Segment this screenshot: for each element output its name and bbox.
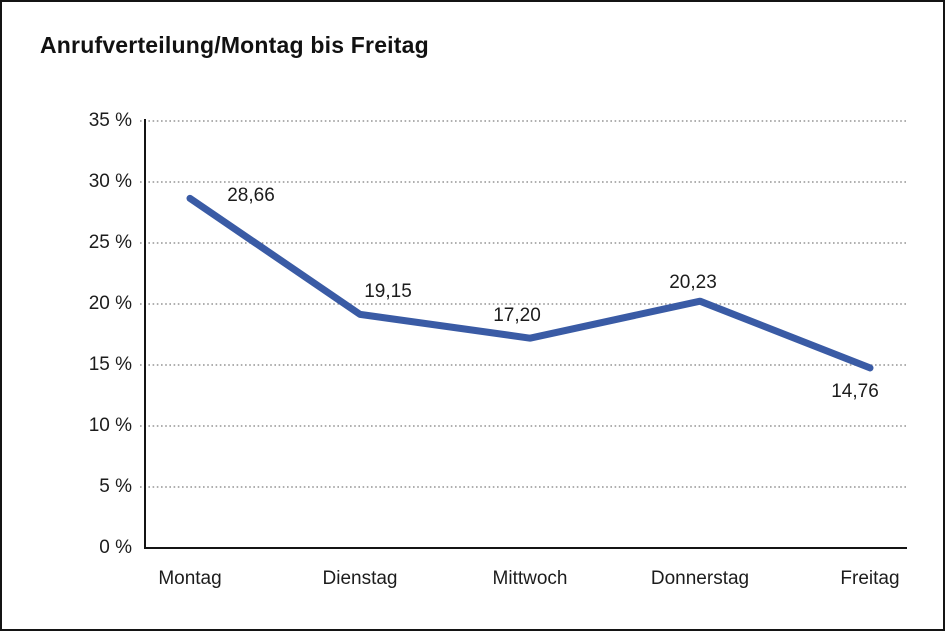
y-axis-tick-label: 35 % — [88, 110, 132, 131]
x-axis-category-label: Donnerstag — [650, 568, 750, 589]
y-axis-tick-label: 20 % — [88, 293, 132, 314]
data-point-label: 19,15 — [364, 281, 412, 303]
x-axis-category-label: Mittwoch — [492, 568, 568, 589]
chart-title: Anrufverteilung/Montag bis Freitag — [40, 32, 429, 58]
data-point-label: 14,76 — [831, 380, 879, 402]
y-axis-tick-label: 5 % — [99, 476, 132, 497]
data-point-label: 28,66 — [227, 185, 275, 207]
y-axis-tick-label: 30 % — [88, 171, 132, 192]
y-axis-tick-label: 10 % — [88, 415, 132, 436]
data-line-series — [186, 194, 874, 372]
data-point-label: 17,20 — [493, 305, 541, 327]
x-axis-category-label: Dienstag — [322, 568, 398, 589]
y-axis-tick-label: 15 % — [88, 354, 132, 375]
data-point-label: 20,23 — [669, 272, 717, 294]
y-axis-tick-label: 25 % — [88, 232, 132, 253]
x-axis-category-label: Montag — [158, 568, 222, 589]
x-axis-category-label: Freitag — [840, 568, 900, 589]
y-axis-tick-label: 0 % — [99, 537, 132, 558]
